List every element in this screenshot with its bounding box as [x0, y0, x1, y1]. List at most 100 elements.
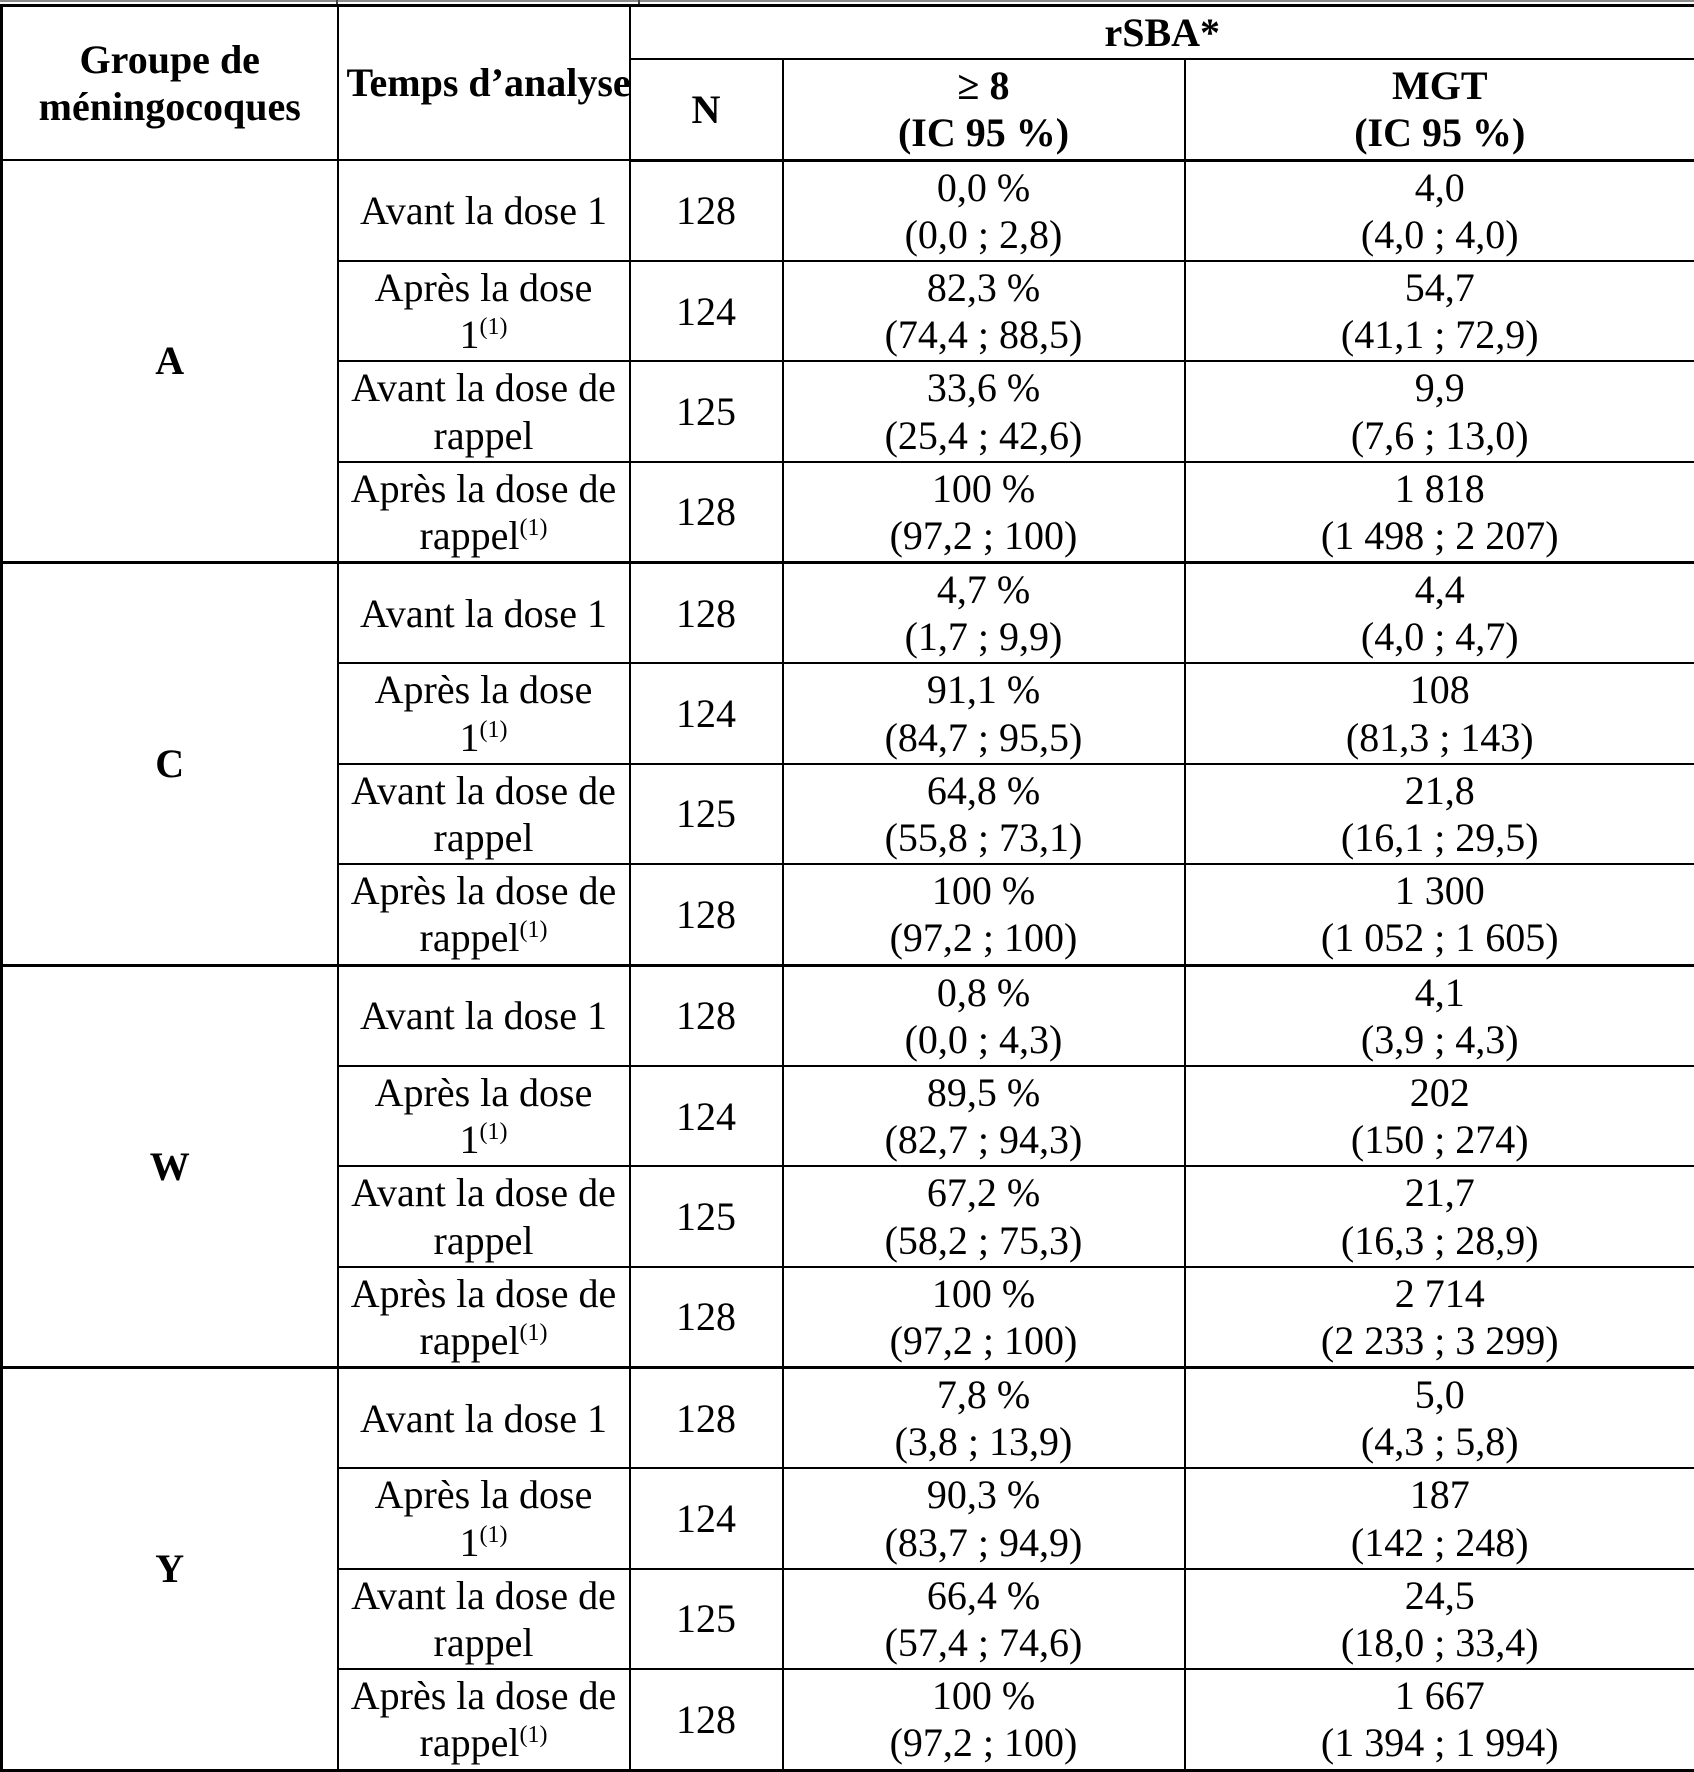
header-ge8-column: ≥ 8 (IC 95 %): [783, 59, 1185, 160]
ge8-cell-value: 0,0 %: [792, 164, 1176, 211]
header-n-column: N: [630, 59, 783, 160]
ge8-cell-ci: (55,8 ; 73,1): [792, 814, 1176, 861]
ge8-cell-value: 100 %: [792, 465, 1176, 512]
header-mgt-column: MGT (IC 95 %): [1185, 59, 1694, 160]
ge8-cell-ci: (97,2 ; 100): [792, 512, 1176, 559]
mgt-cell: 1 667(1 394 ; 1 994): [1185, 1669, 1694, 1770]
time-cell: Avant la dose 1: [338, 160, 630, 261]
n-cell: 124: [630, 1066, 783, 1166]
mgt-cell-value: 9,9: [1194, 364, 1687, 411]
time-label: Après la dose 1: [375, 1472, 593, 1564]
mgt-cell: 1 818(1 498 ; 2 207): [1185, 462, 1694, 563]
time-label: Après la dose de rappel: [351, 1271, 616, 1363]
footnote-marker: (1): [519, 515, 547, 541]
immunogenicity-table: Groupe de méningocoques Temps d’analyse …: [0, 4, 1694, 1772]
footnote-marker: (1): [519, 917, 547, 943]
mgt-cell: 2 714(2 233 ; 3 299): [1185, 1267, 1694, 1368]
mgt-cell: 187(142 ; 248): [1185, 1468, 1694, 1568]
ge8-cell: 100 %(97,2 ; 100): [783, 1669, 1185, 1770]
mgt-cell-ci: (16,3 ; 28,9): [1194, 1217, 1687, 1264]
mgt-cell-value: 4,0: [1194, 164, 1687, 211]
mgt-cell-ci: (2 233 ; 3 299): [1194, 1317, 1687, 1364]
time-label: Avant la dose de rappel: [351, 1573, 616, 1665]
mgt-cell-value: 2 714: [1194, 1270, 1687, 1317]
ge8-cell-value: 0,8 %: [792, 969, 1176, 1016]
time-label: Avant la dose 1: [360, 993, 607, 1038]
ge8-cell: 90,3 %(83,7 ; 94,9): [783, 1468, 1185, 1568]
ge8-cell-value: 33,6 %: [792, 364, 1176, 411]
ge8-cell-ci: (1,7 ; 9,9): [792, 613, 1176, 660]
ge8-cell-ci: (3,8 ; 13,9): [792, 1418, 1176, 1465]
ge8-cell-value: 100 %: [792, 1270, 1176, 1317]
time-label: Après la dose 1: [375, 265, 593, 357]
time-label: Avant la dose de rappel: [351, 365, 616, 457]
header-rsba-span: rSBA*: [630, 6, 1694, 60]
ge8-cell-ci: (57,4 ; 74,6): [792, 1619, 1176, 1666]
time-cell: Après la dose 1(1): [338, 1066, 630, 1166]
n-cell: 125: [630, 764, 783, 864]
ge8-cell-value: 7,8 %: [792, 1371, 1176, 1418]
time-cell: Avant la dose 1: [338, 965, 630, 1066]
mgt-cell-value: 202: [1194, 1069, 1687, 1116]
mgt-cell: 4,1(3,9 ; 4,3): [1185, 965, 1694, 1066]
ge8-cell: 66,4 %(57,4 ; 74,6): [783, 1569, 1185, 1669]
footnote-marker: (1): [480, 1522, 508, 1548]
n-cell: 124: [630, 261, 783, 361]
mgt-cell-ci: (1 052 ; 1 605): [1194, 914, 1687, 961]
n-cell: 124: [630, 663, 783, 763]
time-cell: Après la dose 1(1): [338, 261, 630, 361]
ge8-cell: 67,2 %(58,2 ; 75,3): [783, 1166, 1185, 1266]
mgt-cell-ci: (41,1 ; 72,9): [1194, 311, 1687, 358]
time-label: Avant la dose de rappel: [351, 768, 616, 860]
ge8-cell-ci: (97,2 ; 100): [792, 1719, 1176, 1766]
ge8-cell-value: 82,3 %: [792, 264, 1176, 311]
n-cell: 128: [630, 160, 783, 261]
footnote-marker: (1): [480, 1119, 508, 1145]
mgt-cell-value: 1 818: [1194, 465, 1687, 512]
time-label: Après la dose de rappel: [351, 466, 616, 558]
document-page: { "page": { "background": "#ffffff", "bo…: [0, 0, 1694, 1676]
time-label: Avant la dose 1: [360, 591, 607, 636]
header-mgt-ci: (IC 95 %): [1194, 109, 1687, 156]
time-cell: Avant la dose de rappel: [338, 361, 630, 461]
header-time-column: Temps d’analyse: [338, 6, 630, 161]
footnote-marker: (1): [519, 1722, 547, 1748]
header-row-rsba: Groupe de méningocoques Temps d’analyse …: [2, 6, 1694, 60]
ge8-cell: 100 %(97,2 ; 100): [783, 1267, 1185, 1368]
n-cell: 125: [630, 1569, 783, 1669]
mgt-cell: 202(150 ; 274): [1185, 1066, 1694, 1166]
ge8-cell: 0,0 %(0,0 ; 2,8): [783, 160, 1185, 261]
n-cell: 125: [630, 361, 783, 461]
time-cell: Après la dose de rappel(1): [338, 1669, 630, 1770]
time-cell: Après la dose 1(1): [338, 663, 630, 763]
ge8-cell-value: 90,3 %: [792, 1471, 1176, 1518]
ge8-cell: 100 %(97,2 ; 100): [783, 462, 1185, 563]
n-cell: 125: [630, 1166, 783, 1266]
n-cell: 128: [630, 1669, 783, 1770]
ge8-cell: 4,7 %(1,7 ; 9,9): [783, 563, 1185, 664]
time-label: Après la dose 1: [375, 1070, 593, 1162]
mgt-cell-value: 4,4: [1194, 566, 1687, 613]
mgt-cell-value: 21,7: [1194, 1169, 1687, 1216]
group-cell-a: A: [2, 160, 338, 563]
mgt-cell-ci: (142 ; 248): [1194, 1519, 1687, 1566]
ge8-cell-value: 4,7 %: [792, 566, 1176, 613]
time-label: Avant la dose de rappel: [351, 1170, 616, 1262]
mgt-cell-value: 4,1: [1194, 969, 1687, 1016]
ge8-cell-ci: (58,2 ; 75,3): [792, 1217, 1176, 1264]
mgt-cell-ci: (3,9 ; 4,3): [1194, 1016, 1687, 1063]
time-label: Avant la dose 1: [360, 1396, 607, 1441]
ge8-cell-ci: (83,7 ; 94,9): [792, 1519, 1176, 1566]
ge8-cell-ci: (0,0 ; 4,3): [792, 1016, 1176, 1063]
n-cell: 128: [630, 864, 783, 965]
n-cell: 128: [630, 563, 783, 664]
mgt-cell-ci: (1 498 ; 2 207): [1194, 512, 1687, 559]
mgt-cell: 24,5(18,0 ; 33,4): [1185, 1569, 1694, 1669]
header-group-column: Groupe de méningocoques: [2, 6, 338, 161]
ge8-cell-value: 91,1 %: [792, 666, 1176, 713]
ge8-cell-ci: (0,0 ; 2,8): [792, 211, 1176, 258]
time-cell: Avant la dose 1: [338, 1368, 630, 1469]
